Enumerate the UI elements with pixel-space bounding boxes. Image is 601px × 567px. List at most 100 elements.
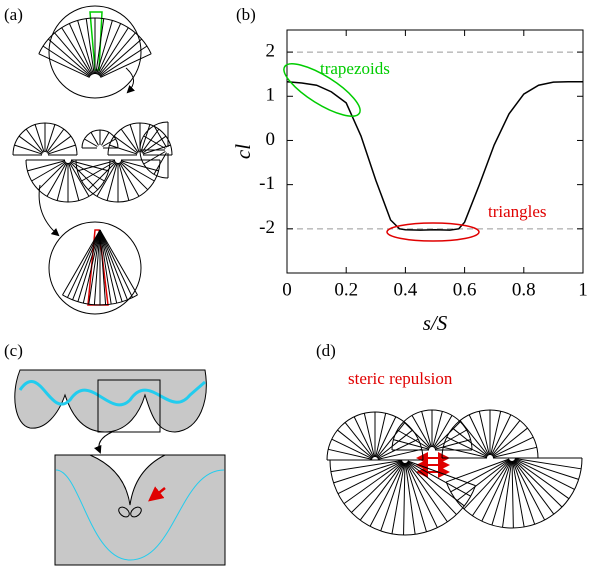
fan-line [46, 162, 67, 197]
fan-line [397, 429, 430, 449]
fan-line [393, 439, 430, 450]
fan-line [38, 53, 90, 78]
fan-line [369, 462, 405, 527]
fan-line [377, 448, 422, 460]
diagram-c [14, 369, 226, 566]
fan-line [377, 429, 413, 459]
fan-line [330, 459, 403, 473]
fan-line [99, 229, 138, 296]
fan-line [141, 128, 160, 153]
fan-line [93, 229, 101, 305]
fan-line [491, 420, 521, 456]
fan-line [407, 460, 476, 487]
fan-line [119, 162, 140, 197]
fan-line [343, 461, 403, 505]
fan-line [85, 18, 95, 75]
fan-line [109, 144, 138, 155]
fan-line [514, 459, 570, 500]
data-line [286, 80, 583, 231]
fan-arc [391, 409, 473, 451]
fan-line [434, 439, 471, 450]
fan-line [491, 460, 512, 526]
y-tick-label: 1 [266, 85, 276, 106]
fan-line [113, 135, 138, 154]
fan-line [512, 460, 525, 528]
fan-line [456, 459, 510, 502]
fan-line [62, 229, 101, 296]
x-tick-label: 0.2 [334, 279, 358, 300]
fan-line [31, 161, 66, 182]
y-axis-label: cl [231, 144, 255, 159]
annotation: trapezoids [320, 59, 390, 78]
fan-line [99, 229, 133, 298]
fan-arc [441, 409, 539, 459]
fan-line [18, 135, 43, 154]
fan-line [102, 138, 116, 147]
fan-line [69, 162, 90, 197]
x-tick-label: 0.6 [453, 279, 477, 300]
fan-line [61, 27, 93, 76]
fan-line [492, 446, 537, 458]
fan-arc [38, 17, 152, 55]
fan-line [37, 161, 67, 191]
highlight-ellipse [283, 63, 361, 117]
fan-line [14, 144, 43, 155]
fan-line [421, 411, 432, 448]
panel-label: (c) [4, 341, 23, 360]
fan-line [443, 446, 488, 458]
fan-line [99, 229, 112, 305]
fan-line [328, 448, 373, 460]
fan-line [337, 429, 373, 459]
fan-line [433, 421, 461, 449]
fan-line [72, 229, 101, 300]
fan-arc [445, 457, 583, 529]
fan-line [446, 436, 488, 458]
fan-line [99, 229, 123, 302]
annotation: steric repulsion [348, 369, 453, 388]
fan-line [344, 422, 374, 458]
fan-line [97, 23, 122, 75]
fan-line [512, 460, 536, 525]
fan-line [514, 457, 582, 470]
fan-line [120, 160, 159, 172]
fan-line [513, 459, 563, 508]
panel-label: (a) [4, 5, 23, 24]
plot-frame [286, 29, 584, 274]
x-axis-label: s/S [423, 311, 448, 335]
fan-line [405, 462, 438, 528]
fan-line [96, 162, 117, 197]
fan-line [54, 32, 92, 76]
fan-line [407, 461, 471, 497]
fan-line [143, 135, 166, 149]
highlight-ellipse [386, 222, 480, 242]
fan-line [96, 20, 113, 75]
fan-line [100, 53, 152, 78]
fan-line [351, 461, 404, 513]
x-tick-label: 0.4 [394, 279, 418, 300]
fan-line [77, 229, 101, 302]
fan-line [34, 124, 45, 153]
fan-arc [329, 459, 476, 536]
fan-line [68, 162, 80, 201]
panel-label: (d) [316, 341, 336, 360]
fan-line [502, 460, 513, 528]
fan-line [129, 124, 140, 153]
fan-line [98, 32, 136, 76]
annotation: triangles [488, 202, 547, 221]
fan-line [106, 162, 118, 201]
fan-line [77, 20, 94, 75]
fan-line [120, 161, 155, 182]
fan-line [67, 229, 101, 298]
fan-line [405, 462, 427, 532]
fan-line [514, 458, 575, 490]
fan-line [337, 460, 403, 495]
fan-line [47, 135, 72, 154]
fan-line [363, 413, 375, 458]
fan-line [353, 416, 375, 458]
fan-arc [139, 121, 169, 179]
fan-line [433, 415, 453, 448]
fan-line [404, 462, 416, 535]
fan-line [463, 459, 511, 510]
fan-line [101, 132, 110, 146]
fan-line [25, 128, 44, 153]
